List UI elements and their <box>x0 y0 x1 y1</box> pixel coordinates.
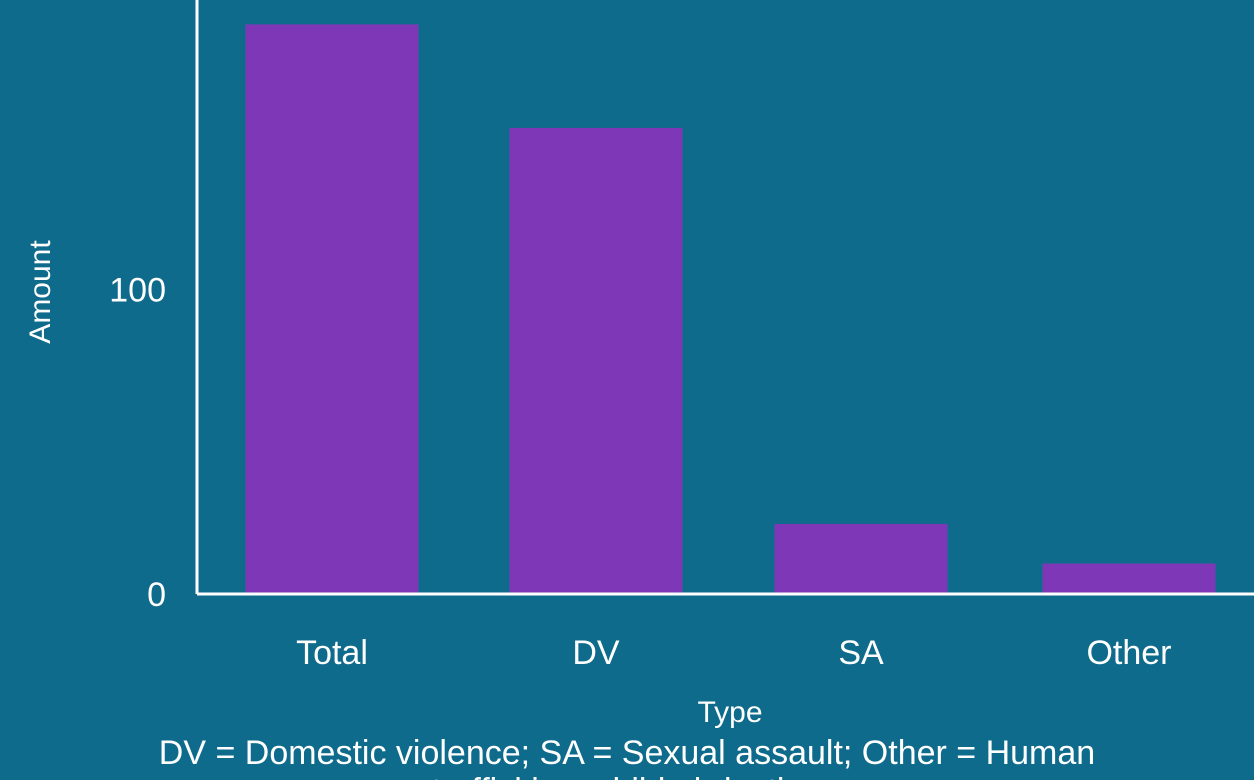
bar-dv <box>509 127 683 594</box>
y-tick-labels: 0 100 <box>109 271 166 614</box>
x-tick-label-sa: SA <box>838 634 884 672</box>
x-tick-label-dv: DV <box>572 634 620 672</box>
x-tick-label-total: Total <box>296 634 368 672</box>
y-axis-title: Amount <box>24 240 57 344</box>
bar-total <box>245 24 419 595</box>
x-tick-labels: Total DV SA Other <box>296 634 1171 672</box>
bar-group <box>245 24 1216 595</box>
y-tick-label-0: 0 <box>147 576 166 614</box>
caption-line-2: trafficking, child abduction <box>0 772 1254 780</box>
y-tick-label-100: 100 <box>109 271 166 309</box>
bar-other <box>1042 563 1216 594</box>
bar-sa <box>774 523 948 594</box>
x-tick-label-other: Other <box>1086 634 1171 672</box>
x-axis-title: Type <box>697 696 762 729</box>
caption-line-1: DV = Domestic violence; SA = Sexual assa… <box>158 734 1096 772</box>
